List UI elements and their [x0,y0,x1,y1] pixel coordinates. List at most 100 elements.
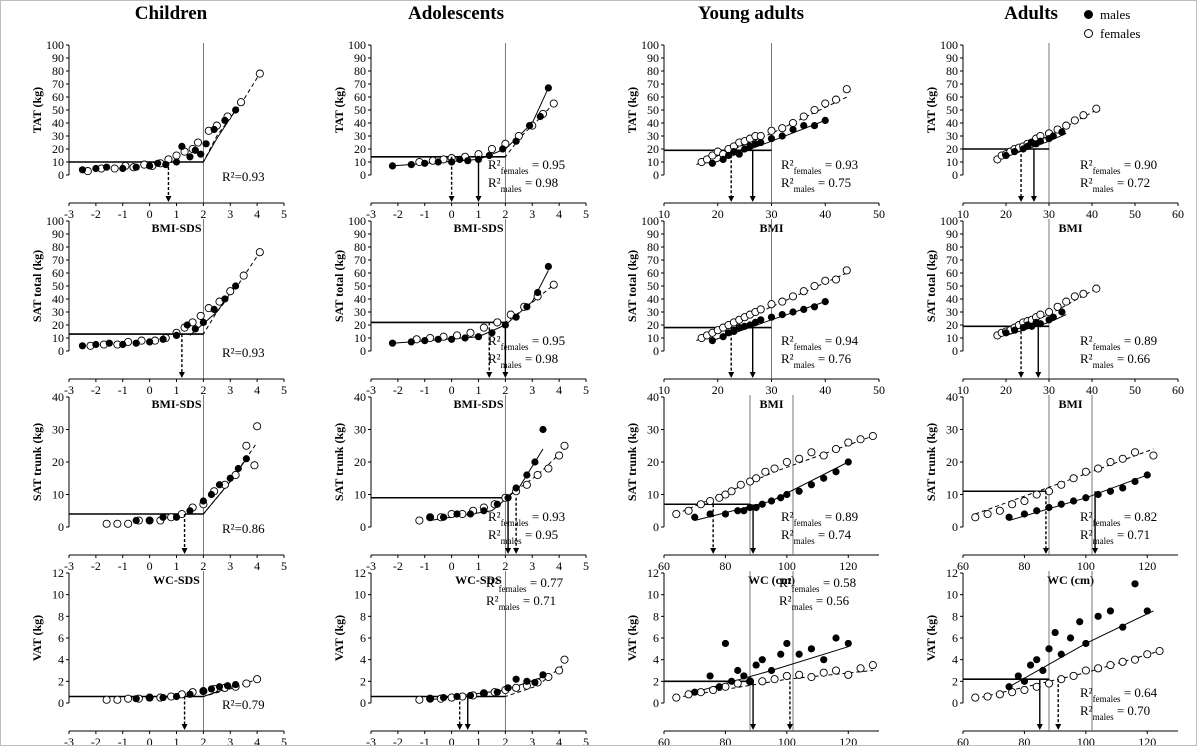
y-tick-label: 90 [946,227,958,241]
point-male [821,116,829,124]
y-tick-label: 0 [58,520,64,534]
point-female [819,451,828,460]
point-female [795,670,804,679]
y-tick-label: 30 [946,423,958,437]
point-male [242,455,250,463]
point-male [1076,618,1084,626]
y-tick-label: 70 [946,253,958,267]
point-male [178,142,186,150]
x-tick-label: 2 [502,735,508,745]
point-female [231,470,240,480]
y-tick-label: 40 [354,116,366,130]
point-female [844,438,853,447]
point-male [456,155,464,163]
point-male [1005,513,1013,521]
point-female [758,677,767,686]
point-male [691,688,699,696]
point-male [721,639,730,648]
y-axis-label: VAT (kg) [625,615,639,661]
y-tick-label: 0 [952,520,958,534]
y-tick-label: 80 [946,64,958,78]
x-tick-label: 1 [476,559,482,573]
point-male [186,690,194,698]
point-male [1094,490,1102,499]
x-tick-label: 20 [1000,207,1012,221]
x-tick-label: 30 [1043,207,1055,221]
point-female [807,672,816,682]
point-female [560,655,569,664]
point-female [770,464,779,473]
x-tick-label: 20 [712,383,724,397]
x-tick-label: 100 [1077,735,1095,745]
point-male [767,497,776,505]
y-tick-label: 0 [653,520,659,534]
point-female [1053,302,1062,311]
point-male [734,666,742,675]
x-tick-label: -2 [393,735,403,745]
x-tick-label: 60 [1172,383,1184,397]
point-female [1070,292,1079,301]
y-tick-label: 0 [952,696,958,710]
point-female [415,695,424,704]
r-squared-label: R²females = 0.58 [779,575,856,594]
point-male [1033,507,1041,515]
point-female [102,695,111,704]
y-tick-label: 100 [641,214,659,228]
point-male [795,487,803,495]
y-tick-label: 90 [647,51,659,65]
r-squared-label: R²males = 0.75 [781,175,851,194]
point-male [453,692,461,701]
point-male [1069,497,1078,505]
x-axis-label: WC-SDS [153,573,200,587]
legend-females-marker [1084,29,1093,38]
point-male [146,516,154,525]
point-female [788,118,798,128]
y-tick-label: 10 [52,488,64,502]
point-male [488,329,496,337]
point-female [767,126,776,135]
x-tick-label: 4 [556,559,562,573]
y-axis-label: SAT total (kg) [924,250,938,322]
point-female [113,695,122,704]
point-male [691,513,699,521]
y-tick-label: 40 [52,390,64,404]
point-female [715,493,724,502]
r-squared-label: R²=0.93 [222,345,265,360]
x-tick-label: 4 [254,735,260,745]
x-tick-label: -1 [118,383,128,397]
point-male [536,112,544,121]
point-female [727,487,736,496]
point-male [426,513,434,521]
y-tick-label: 90 [354,51,366,65]
point-male [493,500,501,508]
y-tick-label: 2 [952,674,958,688]
point-male [1094,612,1102,620]
point-male [741,322,749,330]
point-male [1119,623,1127,631]
x-tick-label: 100 [1077,559,1095,573]
y-tick-label: 4 [58,653,64,667]
y-tick-label: 80 [354,64,366,78]
y-tick-label: 20 [946,318,958,332]
x-tick-label: 5 [583,383,589,397]
point-female [1155,646,1164,656]
point-female [672,509,681,519]
point-male [159,335,167,343]
point-male [531,678,539,687]
point-female [415,516,424,525]
point-male [735,150,743,158]
point-male [207,685,216,693]
y-axis-label: VAT (kg) [30,615,44,661]
x-tick-label: 30 [1043,383,1055,397]
point-female [842,266,851,275]
x-tick-label: 0 [449,735,455,745]
point-female [1130,655,1140,664]
point-female [684,690,693,699]
y-tick-label: 50 [52,103,64,117]
y-tick-label: 100 [940,214,958,228]
y-tick-label: 0 [58,168,64,182]
point-female [1094,664,1103,673]
